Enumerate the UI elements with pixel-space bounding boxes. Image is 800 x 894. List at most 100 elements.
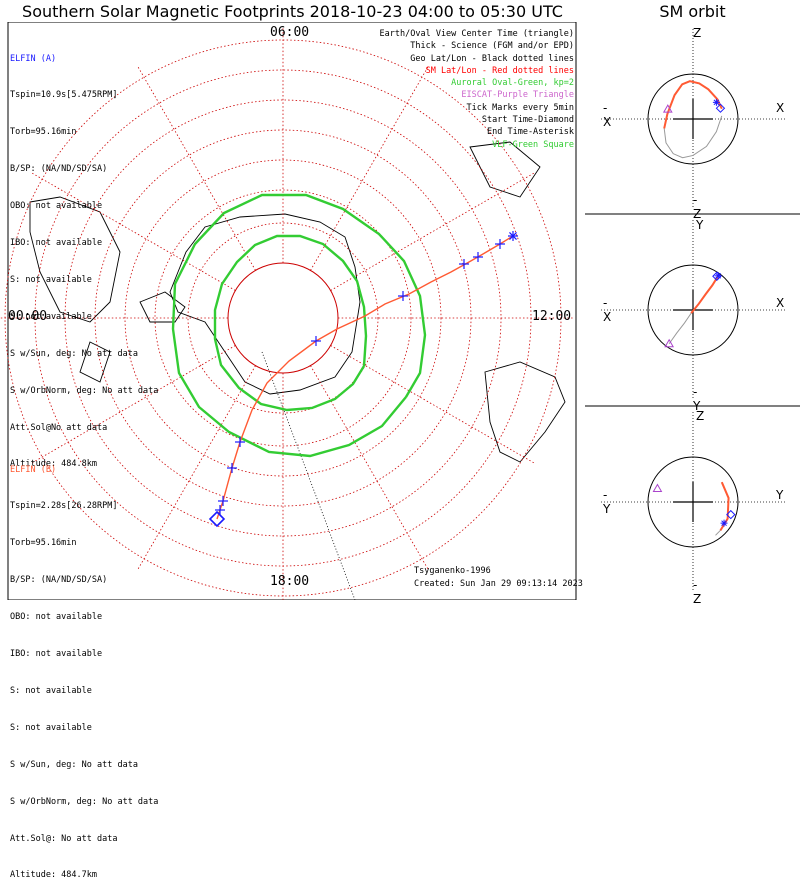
orbit-view-triangle — [662, 104, 673, 113]
model-label: Tsyganenko-1996 — [414, 566, 491, 576]
land-outline — [29, 196, 121, 323]
orbit-axis-label: -Y — [603, 488, 611, 516]
orbit-end-asterisk — [721, 520, 727, 526]
track-tick — [215, 505, 225, 515]
legend-item: Geo Lat/Lon - Black dotted lines — [410, 53, 574, 64]
legend-item: Earth/Oval View Center Time (triangle) — [379, 29, 574, 39]
land-outline — [484, 361, 566, 463]
map-frame — [7, 22, 577, 600]
elfin-b-line: S: not available — [10, 685, 92, 696]
sm-grid — [0, 28, 573, 600]
elfin-a-name: ELFIN (A) — [10, 53, 57, 64]
created-label: Created: Sun Jan 29 09:13:14 2023 — [414, 579, 583, 589]
geo-grid — [261, 351, 356, 600]
earth-circle — [647, 456, 739, 548]
elfin-b-info: ELFIN (B) Tspin=2.28s[26.28RPM] Torb=95.… — [10, 439, 158, 894]
sm-latitude-circle — [124, 159, 442, 477]
footprint-map — [0, 22, 577, 600]
mlt-label-top: 06:00 — [270, 25, 310, 40]
elfin-a-line: S w/OrbNorm, deg: No att data — [10, 385, 159, 396]
land-outline — [79, 341, 111, 383]
legend-item: SM Lat/Lon - Red dotted lines — [425, 65, 574, 76]
elfin-b-line: OBO: not available — [10, 612, 103, 623]
page-title: Southern Solar Magnetic Footprints 2018-… — [22, 2, 563, 21]
orbit-axis-label: Z — [696, 409, 705, 423]
orbit-view-triangle — [652, 483, 663, 492]
elfin-b-line: S: not available — [10, 722, 92, 733]
orbit-axis-label: -Z — [693, 578, 702, 606]
legend-item: Start Time-Diamond — [481, 115, 574, 126]
elfin-b-line: IBO: not available — [10, 649, 103, 660]
orbit-axis-label: -X — [603, 101, 612, 129]
mlt-label-bottom: 18:00 — [270, 574, 310, 589]
auroral-oval-outer — [171, 193, 427, 458]
track-tick — [398, 291, 408, 301]
continent-outlines — [29, 141, 566, 463]
track-tick — [227, 463, 237, 473]
earth-circle — [647, 73, 739, 165]
elfin-b-line: Torb=95.16min — [10, 538, 77, 549]
orbit-segment — [690, 275, 720, 314]
elfin-a-line: B/SP: (NA/ND/SD/SA) — [10, 164, 108, 175]
elfin-a-line: S: not available — [10, 274, 92, 285]
orbit-panel-xz — [601, 29, 785, 209]
sm-latitude-circle — [94, 129, 472, 507]
geo-longitude-line — [261, 351, 356, 600]
legend-item: VLF-Green Square — [492, 139, 574, 150]
orbit-panel-xy — [601, 220, 785, 400]
track-tick — [495, 239, 505, 249]
elfin-a-line: OBO: not available — [10, 201, 103, 212]
orbit-axis-label: -Z — [693, 193, 702, 221]
orbit-axis-label: Y — [776, 488, 784, 502]
orbit-view-triangle — [664, 338, 675, 348]
orbit-axis-label: Y — [696, 218, 704, 232]
land-outline — [169, 213, 361, 395]
track-tick — [235, 437, 245, 447]
orbit-end-asterisk — [715, 272, 722, 279]
orbit-axis-label: -Y — [693, 385, 701, 413]
end-asterisk — [508, 231, 518, 241]
orbit-start-diamond — [726, 509, 736, 520]
track-tick — [473, 252, 483, 262]
elfin-a-line: Altitude: 484.8km — [10, 459, 97, 470]
orbit-title: SM orbit — [659, 2, 726, 21]
orbit-panel-yz — [601, 412, 785, 592]
auroral-oval-inner — [213, 234, 368, 412]
orbit-axis-label: Z — [693, 26, 702, 40]
legend-item: Tick Marks every 5min — [466, 102, 574, 113]
track-tick — [311, 336, 321, 346]
elfin-a-line: S w/Sun, deg: No att data — [10, 348, 138, 359]
footprint-track — [208, 231, 518, 528]
legend: Earth/Oval View Center Time (triangle) T… — [380, 28, 574, 151]
mlt-label-left: 00:00 — [8, 309, 48, 324]
orbit-axis-label: -X — [603, 296, 612, 324]
elfin-b-line: Att.Sol@: No att data — [10, 833, 118, 844]
track-tick — [218, 496, 228, 506]
elfin-b-line: S w/OrbNorm, deg: No att data — [10, 796, 159, 807]
auroral-oval — [171, 193, 427, 458]
elfin-a-line: Tspin=10.9s[5.475RPM] — [10, 90, 118, 101]
orbit-panels — [585, 29, 800, 592]
legend-item: Auroral Oval-Green, kp=2 — [451, 78, 574, 89]
elfin-a-line: Torb=95.16min — [10, 127, 77, 138]
legend-item: End Time-Asterisk — [487, 127, 574, 138]
elfin-a-line: S: not available — [10, 311, 92, 322]
track-tick — [459, 259, 469, 269]
elfin-b-name: ELFIN (B) — [10, 464, 57, 475]
orbit-axis-label: X — [776, 101, 785, 115]
elfin-a-line: Att.Sol@No att data — [10, 422, 108, 433]
elfin-b-line: B/SP: (NA/ND/SD/SA) — [10, 575, 108, 586]
elfin-b-line: S w/Sun, deg: No att data — [10, 759, 138, 770]
orbit-start-diamond — [715, 103, 726, 113]
track-line — [216, 235, 514, 520]
land-outline — [139, 291, 186, 323]
elfin-a-info: ELFIN (A) Tspin=10.9s[5.475RPM] Torb=95.… — [10, 28, 158, 483]
land-outline — [469, 141, 541, 198]
orbit-axis-label: X — [776, 296, 785, 310]
legend-item: EISCAT-Purple Triangle — [461, 90, 574, 101]
earth-circle — [647, 264, 739, 356]
asterisk-ray — [509, 232, 517, 240]
orbit-end-asterisk — [713, 99, 720, 106]
start-diamond — [208, 510, 226, 528]
sm-latitude-circle — [154, 189, 412, 447]
